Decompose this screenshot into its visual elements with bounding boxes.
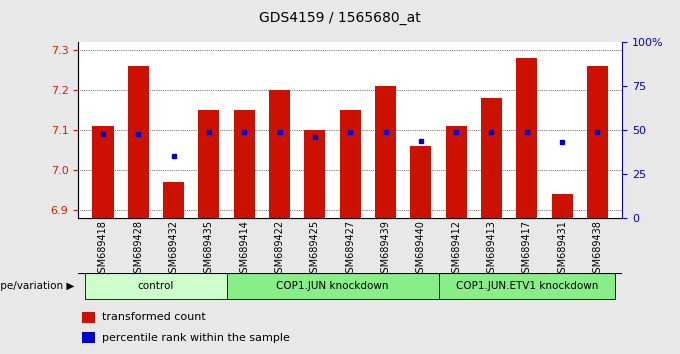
Bar [410,146,431,218]
Bar [234,110,255,218]
Bar [375,86,396,218]
FancyBboxPatch shape [226,273,439,299]
Bar [304,130,326,218]
Text: GSM689435: GSM689435 [204,220,214,279]
Text: COP1.JUN.ETV1 knockdown: COP1.JUN.ETV1 knockdown [456,281,598,291]
FancyBboxPatch shape [85,273,226,299]
Bar [516,58,537,218]
Bar [551,194,573,218]
Bar [163,182,184,218]
Text: transformed count: transformed count [102,312,206,322]
Text: GSM689418: GSM689418 [98,220,108,279]
Text: control: control [138,281,174,291]
Bar [339,110,361,218]
Bar [82,312,95,323]
FancyBboxPatch shape [439,273,615,299]
Text: GDS4159 / 1565680_at: GDS4159 / 1565680_at [259,11,421,25]
Bar [199,110,220,218]
Text: GSM689427: GSM689427 [345,220,355,279]
Text: GSM689431: GSM689431 [557,220,567,279]
Text: GSM689439: GSM689439 [381,220,390,279]
Text: GSM689425: GSM689425 [310,220,320,279]
Bar [128,67,149,218]
Bar [587,67,608,218]
Text: GSM689438: GSM689438 [592,220,602,279]
Text: GSM689422: GSM689422 [275,220,284,279]
Text: GSM689414: GSM689414 [239,220,250,279]
Bar [445,126,466,218]
Text: GSM689417: GSM689417 [522,220,532,279]
Text: GSM689413: GSM689413 [486,220,496,279]
Bar [92,126,114,218]
Text: GSM689432: GSM689432 [169,220,179,279]
Text: GSM689412: GSM689412 [451,220,461,279]
Text: genotype/variation ▶: genotype/variation ▶ [0,281,75,291]
Bar [269,90,290,218]
Text: percentile rank within the sample: percentile rank within the sample [102,332,290,343]
Text: GSM689440: GSM689440 [416,220,426,279]
Text: COP1.JUN knockdown: COP1.JUN knockdown [276,281,389,291]
Bar [481,98,502,218]
Text: GSM689428: GSM689428 [133,220,143,279]
Bar [82,332,95,343]
